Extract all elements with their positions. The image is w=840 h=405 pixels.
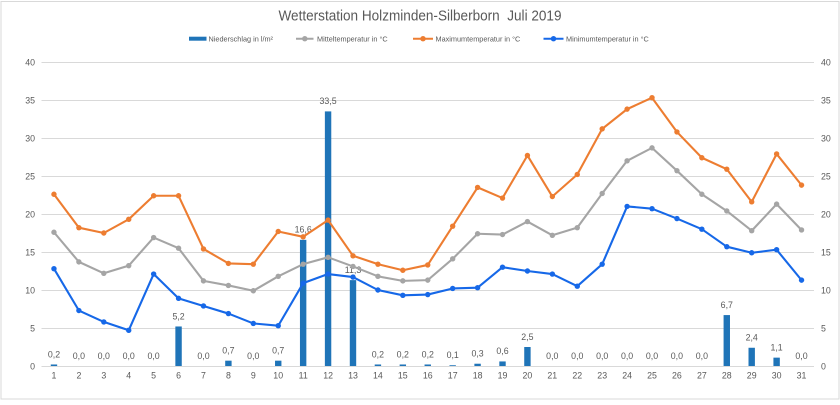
svg-text:5: 5 [30,323,35,333]
svg-text:2,4: 2,4 [746,333,758,343]
svg-text:22: 22 [572,370,582,380]
svg-text:33,5: 33,5 [320,96,337,106]
svg-text:0,0: 0,0 [123,351,135,361]
svg-text:5: 5 [151,370,156,380]
svg-text:21: 21 [547,370,557,380]
svg-text:Maximumtemperatur in °C: Maximumtemperatur in °C [436,34,521,43]
svg-text:0,7: 0,7 [272,346,284,356]
svg-text:12: 12 [323,370,333,380]
svg-text:8: 8 [226,370,231,380]
svg-text:25: 25 [647,370,657,380]
svg-text:Minimumtemperatur in °C: Minimumtemperatur in °C [566,34,649,43]
svg-text:5: 5 [821,323,826,333]
svg-text:0,2: 0,2 [397,349,409,359]
svg-text:30: 30 [772,370,782,380]
svg-text:17: 17 [448,370,458,380]
svg-text:0,0: 0,0 [621,351,633,361]
svg-text:0,0: 0,0 [646,351,658,361]
svg-text:5,2: 5,2 [172,311,184,321]
svg-text:0,0: 0,0 [571,351,583,361]
svg-text:35: 35 [25,95,35,105]
svg-text:7: 7 [201,370,206,380]
svg-text:0: 0 [30,361,35,371]
svg-text:16: 16 [423,370,433,380]
svg-text:0,1: 0,1 [447,350,459,360]
svg-text:9: 9 [251,370,256,380]
svg-text:29: 29 [747,370,757,380]
svg-text:18: 18 [473,370,483,380]
svg-text:19: 19 [498,370,508,380]
svg-text:1,1: 1,1 [770,342,782,352]
svg-text:27: 27 [697,370,707,380]
svg-text:0,0: 0,0 [546,351,558,361]
svg-text:11,3: 11,3 [345,265,362,275]
svg-text:0,0: 0,0 [696,351,708,361]
svg-text:40: 40 [25,57,35,67]
svg-text:0: 0 [821,361,826,371]
svg-text:6: 6 [176,370,181,380]
svg-text:15: 15 [398,370,408,380]
svg-text:20: 20 [821,209,831,219]
svg-text:0,0: 0,0 [73,351,85,361]
svg-text:20: 20 [25,209,35,219]
svg-text:28: 28 [722,370,732,380]
svg-text:1: 1 [52,370,57,380]
svg-text:20: 20 [523,370,533,380]
svg-text:2: 2 [76,370,81,380]
svg-text:10: 10 [273,370,283,380]
svg-text:0,0: 0,0 [197,351,209,361]
svg-text:30: 30 [25,133,35,143]
svg-text:25: 25 [821,171,831,181]
svg-text:10: 10 [25,285,35,295]
svg-text:0,0: 0,0 [795,351,807,361]
svg-text:0,0: 0,0 [247,351,259,361]
svg-text:0,7: 0,7 [222,346,234,356]
svg-text:0,2: 0,2 [48,349,60,359]
svg-text:25: 25 [25,171,35,181]
svg-text:35: 35 [821,95,831,105]
svg-text:6,7: 6,7 [721,300,733,310]
svg-text:3: 3 [101,370,106,380]
svg-text:30: 30 [821,133,831,143]
svg-text:11: 11 [299,370,308,380]
svg-text:2,5: 2,5 [521,332,533,342]
svg-text:15: 15 [821,247,831,257]
svg-text:15: 15 [25,247,35,257]
svg-text:10: 10 [821,285,831,295]
svg-text:0,0: 0,0 [147,351,159,361]
svg-text:Mitteltemperatur in °C: Mitteltemperatur in °C [317,34,388,43]
svg-text:23: 23 [597,370,607,380]
svg-text:0,0: 0,0 [596,351,608,361]
svg-text:13: 13 [348,370,358,380]
svg-text:4: 4 [126,370,131,380]
svg-text:0,6: 0,6 [496,346,508,356]
svg-text:31: 31 [797,370,807,380]
svg-text:Niederschlag in l/m²: Niederschlag in l/m² [209,34,274,43]
svg-text:0,0: 0,0 [671,351,683,361]
svg-text:0,2: 0,2 [422,349,434,359]
svg-text:16,6: 16,6 [295,225,312,235]
svg-text:40: 40 [821,57,831,67]
svg-text:0,3: 0,3 [471,349,483,359]
svg-text:24: 24 [622,370,632,380]
svg-text:Wetterstation Holzminden-Silbe: Wetterstation Holzminden-Silberborn Juli… [279,9,562,25]
svg-text:0,0: 0,0 [98,351,110,361]
svg-text:0,2: 0,2 [372,349,384,359]
svg-text:26: 26 [672,370,682,380]
svg-text:14: 14 [373,370,383,380]
